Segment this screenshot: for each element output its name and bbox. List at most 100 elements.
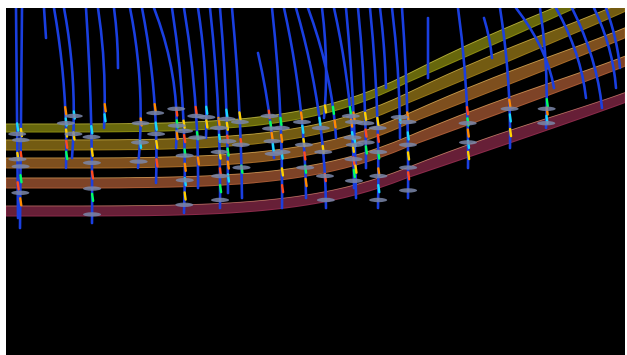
well-trajectory[interactable] [554,8,588,100]
well-log-segment [155,158,159,168]
horizon-marker [56,121,75,126]
horizon-2-edge [6,8,611,141]
well-log-segment [466,128,470,138]
well-log-segment [15,122,20,132]
well-log-segment [226,160,230,170]
horizon-marker [398,119,417,125]
well-log-segment [354,164,358,174]
well-trajectory[interactable] [456,8,470,170]
well-log-segment [16,181,20,191]
horizon-marker [175,128,193,134]
horizon-marker [344,157,363,162]
well-trajectory[interactable] [270,8,284,210]
well-log-segment [406,151,411,161]
well-trajectory[interactable] [170,8,187,215]
well-log-segment [19,197,23,207]
horizon-marker [167,123,186,128]
well-log-segment [323,104,328,114]
well-trajectory[interactable] [182,8,200,190]
well-log-segment [103,113,107,123]
horizon-marker [230,119,249,125]
well-log-segment [175,130,179,141]
well-trajectory[interactable] [96,8,107,130]
well-log-segment [153,103,157,113]
horizon-marker [341,113,360,119]
well-log-segment [183,162,187,173]
well-log-segment [183,191,187,201]
well-log-segment [280,183,285,194]
horizon-marker [129,159,148,164]
horizon-marker [369,149,388,155]
well-log-segment [299,111,304,121]
well-trajectory[interactable] [208,8,222,210]
horizon-marker [82,134,101,140]
well-trajectory[interactable] [282,8,308,200]
horizon-marker [459,140,478,145]
horizon-marker [537,106,556,112]
well-log-segment [270,131,274,142]
well-trajectory[interactable] [368,8,380,210]
well-log-segment [65,150,69,161]
well-trajectory[interactable] [570,8,604,110]
well-log-segment [194,105,198,116]
well-log-segment [301,124,305,135]
horizon-marker [399,165,418,170]
well-trajectory[interactable] [42,8,48,40]
horizon-marker [211,173,230,179]
well-trajectory[interactable] [18,8,24,230]
horizon-marker [64,113,83,119]
well-trajectory[interactable] [514,8,556,90]
well-trajectory[interactable] [604,8,622,70]
well-log-segment [406,111,410,121]
well-log-segment [280,167,285,177]
well-trajectory[interactable] [592,8,618,90]
well-log-segment [238,111,242,121]
horizon-marker [83,186,102,191]
horizon-marker [175,153,194,158]
well-log-segment [182,133,187,144]
well-log-segment [225,108,229,118]
horizon-marker [146,110,165,116]
well-trajectory[interactable] [378,8,388,90]
well-trajectory[interactable] [52,8,68,170]
well-trajectory[interactable] [128,8,142,170]
horizon-4-edge [6,55,625,179]
well-trajectory[interactable] [230,8,244,200]
well-log-segment [205,105,209,116]
well-log-segment [406,171,411,181]
horizon-marker [8,131,27,137]
well-trajectory[interactable] [294,8,328,210]
well-log-segment [65,139,69,150]
3d-viewport[interactable] [6,8,625,355]
well-log-segment [508,113,512,123]
well-log-segment [333,119,337,129]
horizon-marker [11,137,30,143]
well-trajectory[interactable] [218,8,230,195]
well-log-segment [363,111,368,122]
well-log-segment [406,131,410,141]
well-log-segment [279,133,284,144]
well-trajectory[interactable] [332,8,356,190]
well-log-segment [364,128,368,138]
well-log-segment [376,133,381,144]
horizon-marker [296,165,315,170]
horizon-marker [64,131,83,137]
well-log-segment [318,116,322,127]
horizon-marker [197,115,216,120]
horizon-marker [211,197,230,203]
horizon-marker [272,149,291,155]
horizon-marker [343,135,362,140]
well-log-segment [64,105,68,116]
horizon-marker [83,212,102,217]
horizon-marker [369,197,388,203]
well-trajectory[interactable] [112,8,120,70]
well-log-segment [545,97,549,108]
well-trajectory[interactable] [140,8,158,185]
well-log-segment [90,170,95,180]
well-log-segment [90,147,94,158]
well-trajectory[interactable] [482,16,494,60]
well-log-segment [466,150,471,161]
well-log-segment [352,168,356,179]
well-trajectory[interactable] [62,8,76,160]
horizon-marker [167,106,186,112]
